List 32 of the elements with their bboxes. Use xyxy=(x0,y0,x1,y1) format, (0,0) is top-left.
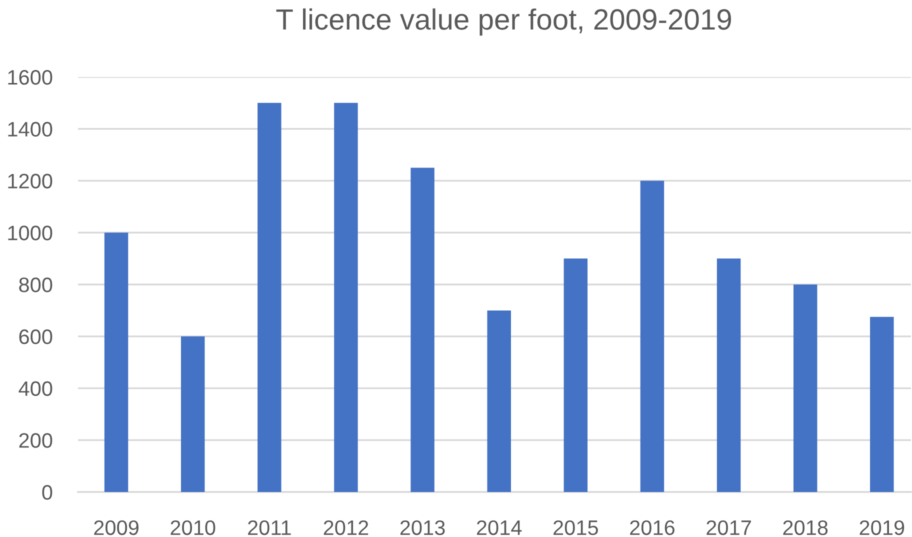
chart-title: T licence value per foot, 2009-2019 xyxy=(276,8,731,36)
bar xyxy=(104,232,128,492)
bar xyxy=(410,168,434,492)
x-tick-label: 2019 xyxy=(860,520,904,536)
x-tick-label: 2017 xyxy=(706,520,751,536)
y-tick-label: 1400 xyxy=(8,122,52,137)
bar xyxy=(180,336,205,492)
x-tick-label: 2014 xyxy=(476,520,522,536)
y-tick-label: 200 xyxy=(19,433,52,448)
bar xyxy=(793,284,818,492)
bar xyxy=(487,310,511,492)
bar xyxy=(640,180,664,492)
x-tick-label: 2012 xyxy=(324,520,368,536)
x-tick-label: 2015 xyxy=(554,520,598,536)
y-tick-label: 400 xyxy=(18,381,52,396)
x-tick-label: 2016 xyxy=(630,520,674,536)
bar xyxy=(564,258,588,492)
bar xyxy=(716,258,741,492)
x-tick-label: 2013 xyxy=(400,520,445,536)
x-tick-label: 2009 xyxy=(94,520,138,536)
y-tick-label: 600 xyxy=(19,329,52,344)
x-tick-label: 2018 xyxy=(783,520,828,536)
bar xyxy=(870,316,894,492)
y-tick-label: 800 xyxy=(19,278,52,292)
y-tick-label: 1600 xyxy=(8,70,52,85)
bar xyxy=(258,102,282,492)
y-tick-label: 0 xyxy=(42,485,52,500)
y-tick-label: 1000 xyxy=(8,226,52,240)
x-tick-label: 2011 xyxy=(248,520,291,536)
x-tick-label: 2010 xyxy=(170,520,216,536)
bar xyxy=(334,102,358,492)
y-tick-label: 1200 xyxy=(8,174,52,189)
